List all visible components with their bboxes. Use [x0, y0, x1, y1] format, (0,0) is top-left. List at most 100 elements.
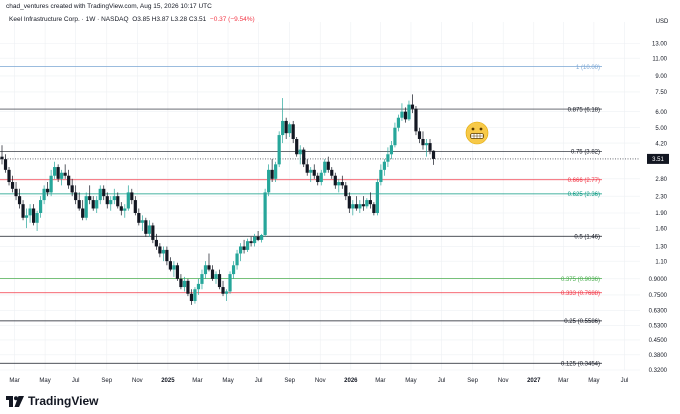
candle — [263, 188, 267, 237]
candles — [0, 94, 436, 305]
candle-body — [112, 196, 116, 201]
candle-body — [326, 161, 330, 170]
candle-body — [91, 200, 95, 209]
candle-body — [358, 204, 362, 209]
x-tick-label: Sep — [284, 378, 295, 384]
candle — [245, 238, 250, 253]
candle — [389, 141, 394, 160]
candle — [256, 230, 260, 242]
candle-body — [189, 293, 194, 302]
candle — [214, 271, 218, 284]
x-tick-label: May — [222, 378, 233, 384]
y-tick-label: 0.5300 — [649, 324, 668, 330]
candle-body — [365, 200, 369, 207]
candle — [84, 192, 88, 221]
x-tick-label: Sep — [467, 378, 478, 384]
y-tick-label: 7.50 — [655, 90, 667, 96]
candle — [228, 271, 232, 294]
candle — [67, 169, 71, 189]
candle — [347, 192, 351, 214]
candle — [95, 196, 99, 214]
x-tick-label: Nov — [315, 378, 326, 384]
candle — [368, 192, 372, 209]
candle — [270, 159, 274, 183]
candle-body — [302, 149, 306, 165]
candle — [396, 114, 401, 132]
candle-body — [309, 169, 313, 173]
candle-body — [95, 200, 99, 209]
candle-body — [347, 196, 351, 209]
candle — [158, 243, 162, 258]
y-tick-label: 4.20 — [655, 141, 667, 147]
candle-body — [123, 208, 127, 211]
last-price-tag — [647, 153, 669, 164]
candle — [217, 269, 222, 290]
fib-level-label: 0.375 (0.9036) — [561, 277, 600, 283]
candle-body — [386, 154, 390, 162]
candle-body — [231, 265, 236, 275]
candle-body — [312, 169, 316, 176]
symbol-name[interactable]: Keel Infrastructure Corp. · 1W · NASDAQ — [9, 16, 129, 23]
candle — [351, 200, 355, 216]
candle — [407, 100, 411, 121]
candle-body — [116, 196, 120, 207]
candle — [203, 261, 208, 279]
grid-layer — [0, 22, 640, 371]
x-tick-label: Sep — [101, 378, 112, 384]
candle-body — [305, 164, 309, 173]
candle-body — [217, 274, 222, 288]
candle — [417, 127, 422, 144]
candle-body — [53, 167, 57, 176]
y-tick-label: 1.30 — [655, 245, 667, 251]
tradingview-brand[interactable]: TradingView — [6, 394, 98, 408]
candle-body — [154, 239, 158, 247]
candle-body — [351, 204, 355, 209]
candle — [361, 196, 365, 211]
x-tick-label: 2025 — [161, 378, 175, 384]
candle-body — [252, 236, 257, 244]
candle-body — [235, 253, 239, 266]
candle — [249, 236, 253, 247]
axes: USD 13.00 11.00 9.00 7.50 6.00 5.00 4.20 2.80 2.3… — [9, 19, 669, 384]
candle — [126, 185, 130, 211]
candle — [400, 103, 404, 121]
candle-body — [186, 280, 190, 294]
y-tick-label: 0.9000 — [649, 277, 668, 283]
x-tick-label: Mar — [9, 378, 19, 384]
candle — [410, 94, 415, 114]
candle-body — [200, 274, 204, 284]
candle — [175, 262, 180, 281]
candle-body — [88, 196, 92, 201]
candle — [302, 147, 306, 168]
candle-body — [295, 138, 299, 155]
candle — [179, 274, 183, 290]
symbol-legend: Keel Infrastructure Corp. · 1W · NASDAQ … — [9, 16, 255, 23]
candle — [42, 185, 46, 205]
fib-level-label: 0.125 (0.3454) — [561, 362, 600, 368]
fib-level-label: 0.25 (0.5586) — [564, 319, 600, 325]
candle — [358, 200, 362, 214]
y-tick-label: 0.3800 — [649, 353, 668, 359]
candle-body — [158, 246, 162, 254]
candle-body — [337, 182, 341, 186]
candle-body — [277, 135, 281, 165]
candle — [312, 164, 316, 179]
candle — [200, 269, 204, 290]
candle — [210, 265, 215, 281]
candle — [109, 196, 113, 211]
candle-body — [207, 265, 211, 270]
candle-body — [49, 175, 53, 193]
candle — [81, 200, 85, 221]
ohlc-values: O3.85 H3.87 L3.28 C3.51 — [132, 16, 207, 23]
candle — [14, 182, 18, 201]
fib-level-label: 0.875 (6.18) — [568, 107, 600, 113]
candle — [316, 172, 320, 186]
candle-body — [165, 249, 169, 262]
candle — [168, 257, 172, 272]
y-tick-label: 5.00 — [655, 126, 667, 132]
x-tick-label: May — [588, 378, 599, 384]
candle — [98, 185, 102, 205]
candle-body — [168, 261, 172, 270]
candle-body — [17, 196, 22, 205]
